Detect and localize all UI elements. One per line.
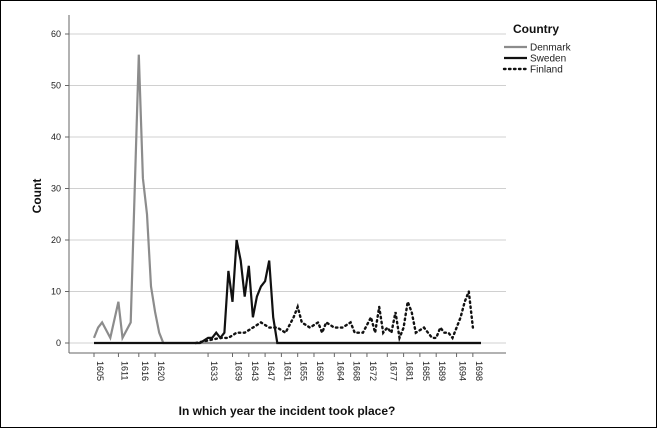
series-line-sweden bbox=[94, 239, 481, 345]
series-line-finland bbox=[194, 291, 475, 345]
x-tick-label: 1647 bbox=[266, 361, 276, 381]
y-tick-label: 50 bbox=[51, 81, 61, 91]
x-tick-label: 1639 bbox=[234, 361, 244, 381]
y-axis-title: Count bbox=[30, 179, 44, 214]
x-tick-label: 1677 bbox=[388, 361, 398, 381]
series-line-denmark bbox=[92, 54, 481, 345]
x-tick-label: 1659 bbox=[315, 361, 325, 381]
y-tick-label: 20 bbox=[51, 235, 61, 245]
x-tick-label: 1672 bbox=[368, 361, 378, 381]
x-tick-label: 1611 bbox=[119, 361, 129, 380]
x-tick-label: 1655 bbox=[299, 361, 309, 381]
x-tick-label: 1605 bbox=[95, 361, 105, 381]
x-tick-label: 1616 bbox=[140, 361, 150, 381]
x-tick-label: 1698 bbox=[474, 361, 484, 381]
x-tick-label: 1685 bbox=[421, 361, 431, 381]
x-tick-label: 1681 bbox=[405, 361, 415, 381]
y-axis-ticks: 0 10 20 30 40 50 60 bbox=[51, 29, 69, 348]
legend-label-denmark: Denmark bbox=[530, 43, 572, 54]
y-tick-label: 0 bbox=[56, 338, 61, 348]
x-tick-label: 1664 bbox=[335, 361, 345, 381]
x-tick-label: 1633 bbox=[209, 361, 219, 381]
y-tick-label: 60 bbox=[51, 29, 61, 39]
series-layer bbox=[92, 54, 481, 345]
x-tick-label: 1694 bbox=[458, 361, 468, 381]
x-tick-label: 1689 bbox=[437, 361, 447, 381]
y-tick-label: 30 bbox=[51, 184, 61, 194]
legend-label-finland: Finland bbox=[530, 65, 563, 76]
y-tick-label: 10 bbox=[51, 287, 61, 297]
x-tick-label: 1651 bbox=[282, 361, 292, 381]
x-axis-title: In which year the incident took place? bbox=[179, 404, 396, 418]
legend-title: Country bbox=[513, 22, 559, 36]
y-tick-label: 40 bbox=[51, 132, 61, 142]
legend-label-sweden: Sweden bbox=[530, 54, 566, 65]
x-tick-label: 1643 bbox=[250, 361, 260, 381]
x-axis-ticks: 1605 1611 1616 1620 1633 1639 1643 1647 1651 1655… bbox=[93, 353, 484, 381]
x-tick-label: 1620 bbox=[156, 361, 166, 381]
x-tick-label: 1668 bbox=[352, 361, 362, 381]
